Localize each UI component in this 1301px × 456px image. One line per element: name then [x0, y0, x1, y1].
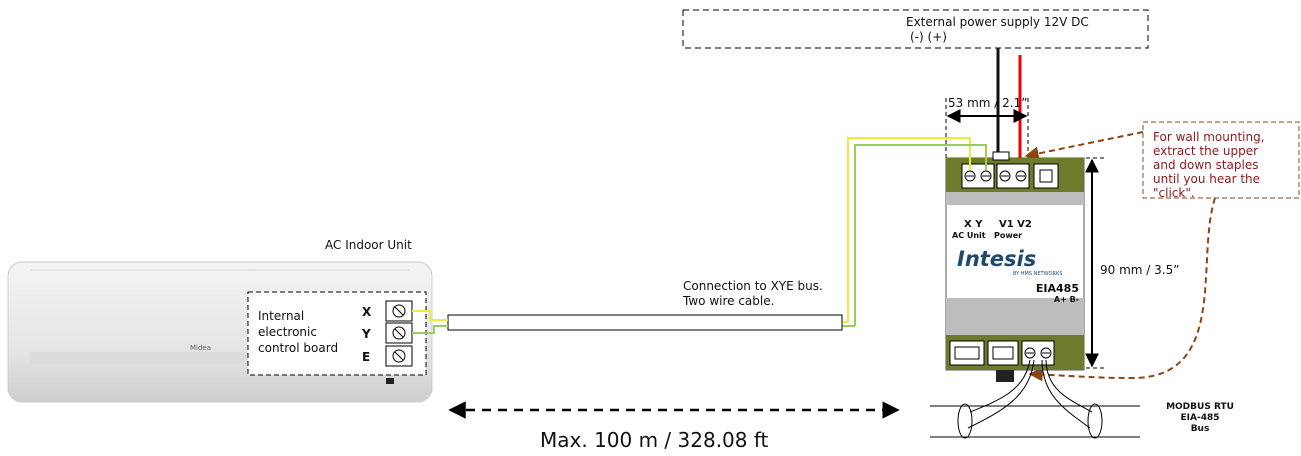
- terminal-label: X: [362, 305, 372, 319]
- board-label: electronic: [258, 325, 317, 339]
- board-label: control board: [258, 341, 338, 355]
- note-line: extract the upper: [1153, 144, 1258, 158]
- module-model: EIA485: [1036, 282, 1079, 295]
- yellow-wire: [412, 310, 448, 321]
- module-v1v2: V1 V2: [999, 219, 1032, 230]
- bus-label: EIA-485: [1181, 413, 1220, 423]
- power-polarity: (-) (+): [910, 30, 947, 44]
- module-xy: X Y: [964, 219, 983, 230]
- ac-terminals: [385, 300, 413, 367]
- power-supply-box: [682, 9, 1149, 49]
- modbus-bus: [930, 359, 1140, 439]
- terminal-label: Y: [361, 327, 371, 341]
- green-wire: [412, 325, 448, 334]
- bus-label: Bus: [1191, 424, 1210, 434]
- width-label: 53 mm / 2.1”: [948, 96, 1027, 110]
- board-label: Internal: [258, 309, 304, 323]
- module-ab: A+ B-: [1054, 295, 1079, 304]
- green-wire: [854, 144, 987, 326]
- note-line: and down staples: [1153, 158, 1258, 172]
- distance-label: Max. 100 m / 328.08 ft: [540, 428, 769, 452]
- module-brand: Intesis: [957, 247, 1036, 271]
- note-line: For wall mounting,: [1153, 130, 1265, 144]
- module: [945, 151, 1085, 382]
- cable: [447, 314, 843, 331]
- note-arrow: [1028, 197, 1216, 382]
- module-ac-unit: AC Unit: [952, 231, 986, 240]
- ac-title: AC Indoor Unit: [325, 238, 412, 252]
- terminal-label: E: [362, 350, 370, 364]
- power-supply-title: External power supply 12V DC: [906, 15, 1089, 29]
- note-box: [1142, 121, 1300, 199]
- height-label: 90 mm / 3.5”: [1100, 263, 1179, 277]
- note-line: "click".: [1153, 186, 1195, 200]
- yellow-wire: [847, 137, 971, 322]
- ac-brand: Midea: [190, 344, 211, 352]
- bus-label: MODBUS RTU: [1166, 402, 1234, 412]
- note-arrow: [1024, 131, 1144, 161]
- module-brand-sub: BY HMS NETWORKS: [1013, 271, 1062, 277]
- module-power: Power: [994, 231, 1022, 240]
- note-line: until you hear the: [1153, 172, 1260, 186]
- cable-label: Two wire cable.: [682, 294, 774, 308]
- cable-label: Connection to XYE bus.: [683, 279, 823, 293]
